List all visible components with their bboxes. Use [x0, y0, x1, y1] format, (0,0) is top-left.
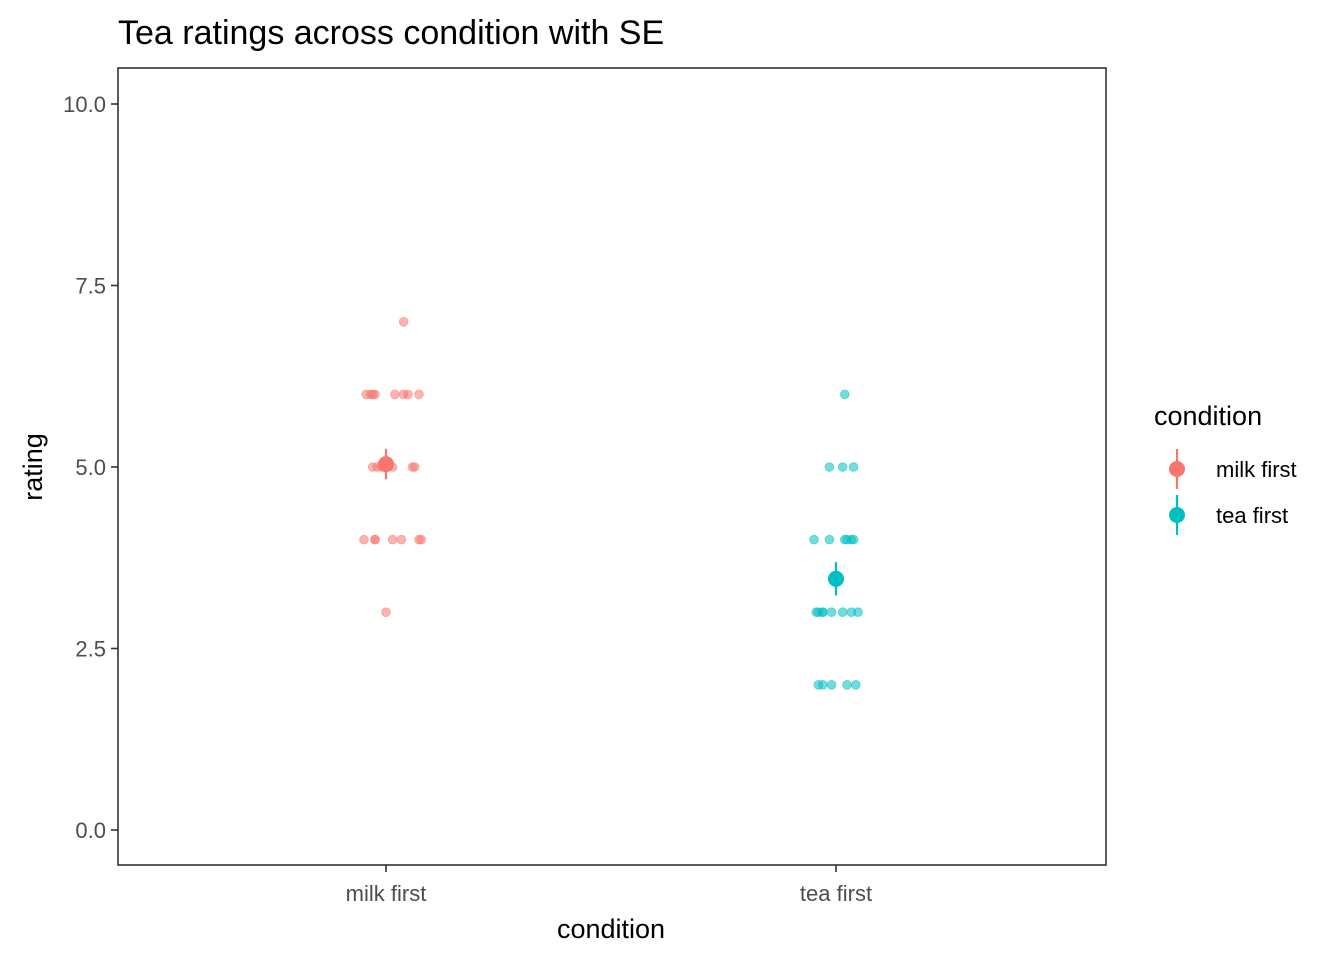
x-tick-label: milk first — [346, 881, 427, 906]
data-point — [824, 462, 835, 472]
x-tick-label: tea first — [800, 881, 872, 906]
data-point — [398, 316, 409, 327]
legend-key-point — [1169, 461, 1185, 477]
legend-key-point — [1169, 507, 1185, 523]
data-point — [809, 534, 819, 545]
y-axis-title: rating — [18, 433, 48, 501]
data-point — [414, 389, 424, 400]
data-point — [848, 534, 859, 545]
legend-item: milk first — [1169, 449, 1297, 489]
data-point — [826, 607, 837, 617]
legend-label: milk first — [1216, 457, 1297, 482]
legend-item: tea first — [1169, 495, 1288, 535]
data-point — [403, 389, 413, 400]
mean-point — [828, 570, 844, 587]
y-tick-label: 7.5 — [75, 274, 106, 299]
y-tick-label: 0.0 — [75, 818, 106, 843]
legend-label: tea first — [1216, 503, 1288, 528]
data-point — [416, 534, 427, 545]
data-point — [387, 534, 398, 545]
data-point — [842, 679, 852, 690]
data-point — [409, 462, 420, 472]
data-point — [837, 462, 848, 472]
data-point — [824, 534, 835, 545]
data-point — [359, 534, 369, 545]
x-axis-title: condition — [557, 914, 665, 944]
y-tick-label: 5.0 — [75, 455, 106, 480]
mean-se-layer — [378, 448, 844, 596]
legend-title: condition — [1154, 401, 1262, 431]
data-point — [817, 607, 828, 617]
y-tick-label: 2.5 — [75, 637, 106, 662]
chart-title: Tea ratings across condition with SE — [118, 14, 664, 52]
plot-panel — [117, 67, 1107, 866]
data-point — [837, 607, 848, 617]
data-point — [853, 607, 863, 617]
y-axis: 0.0 2.5 5.0 7.5 10.0 — [63, 92, 118, 843]
x-axis: milk first tea first — [346, 865, 872, 906]
data-point — [817, 679, 828, 690]
data-point — [370, 389, 380, 400]
data-point — [370, 534, 380, 545]
y-tick-label: 10.0 — [63, 92, 106, 117]
mean-point — [378, 456, 394, 473]
data-point — [389, 389, 400, 400]
data-point — [848, 462, 859, 472]
data-point — [850, 679, 861, 690]
data-point — [381, 607, 391, 617]
data-point — [396, 534, 407, 545]
data-point — [826, 679, 837, 690]
legend: condition milk first tea first — [1154, 401, 1297, 535]
data-points — [359, 316, 863, 690]
data-point — [839, 389, 850, 400]
